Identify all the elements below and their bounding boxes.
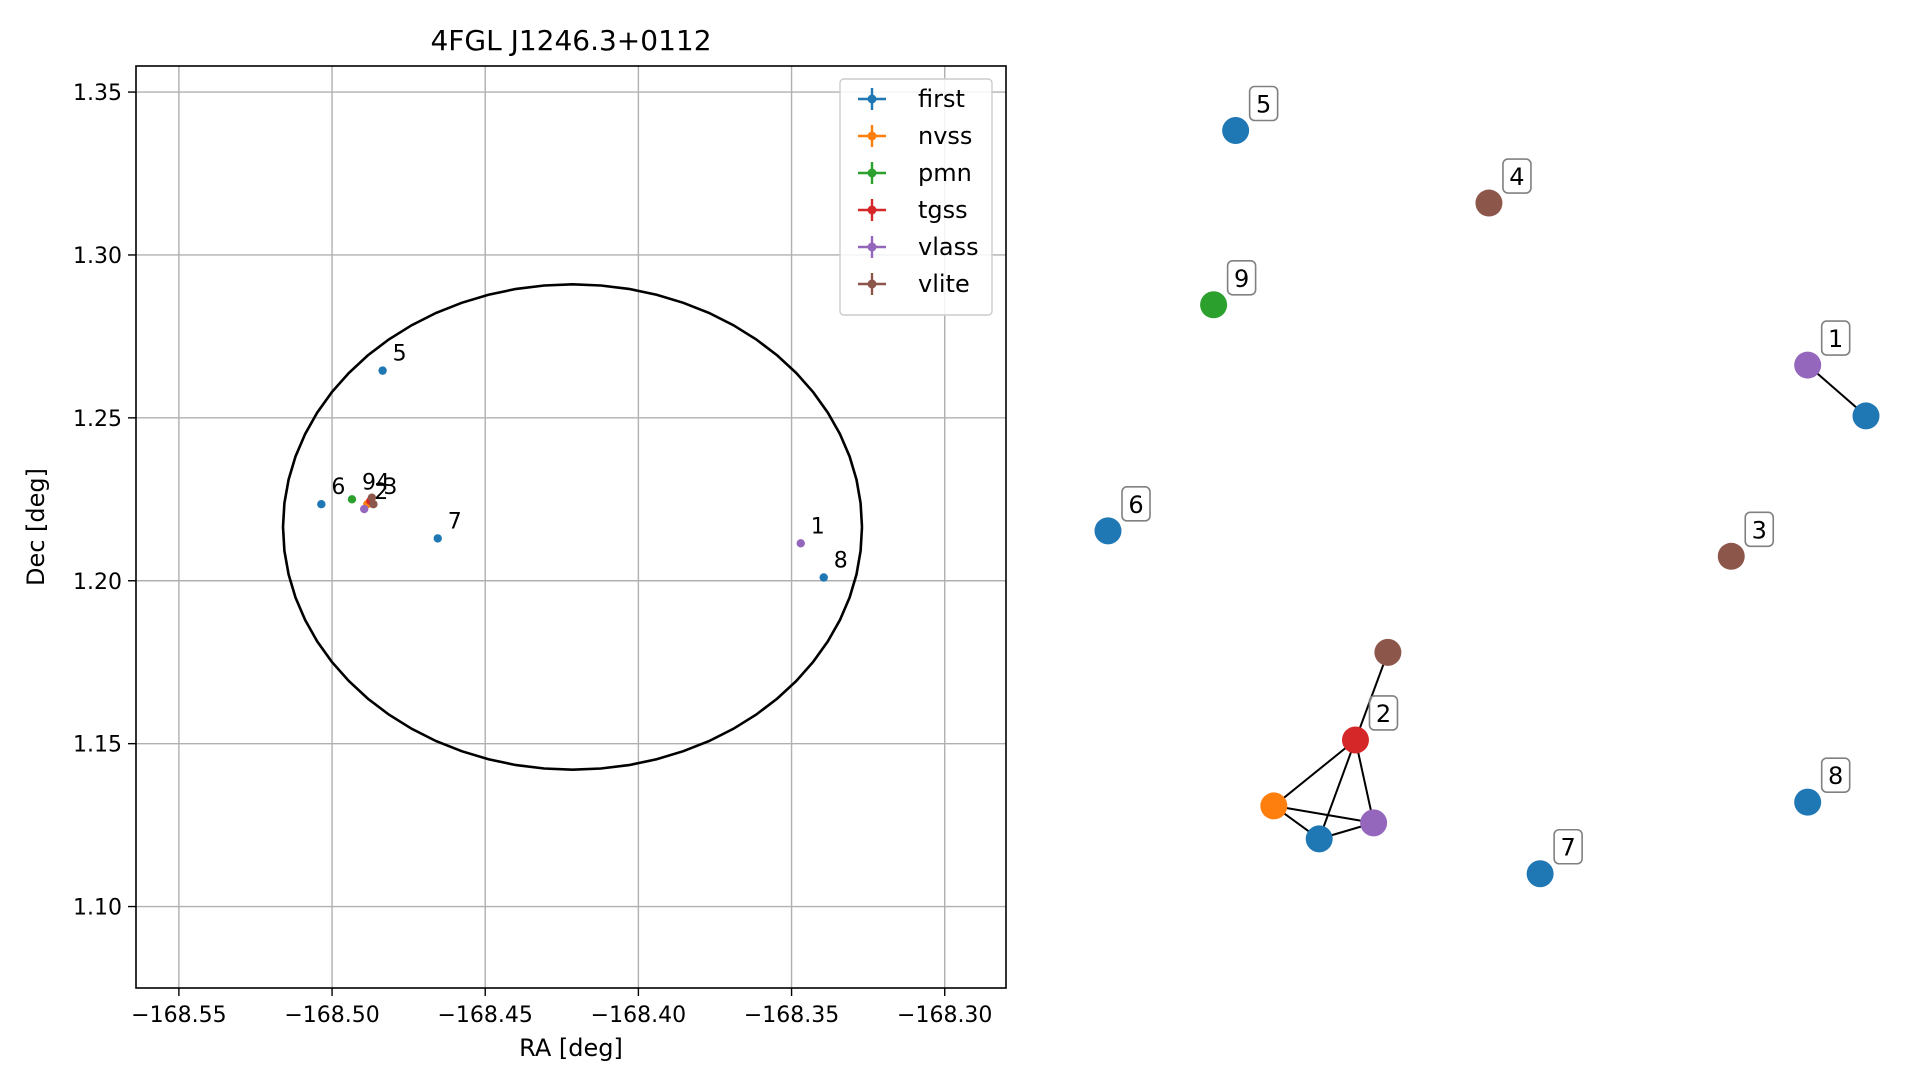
legend-label-nvss: nvss bbox=[918, 122, 972, 150]
network-node-8 bbox=[1794, 788, 1822, 816]
legend-label-tgss: tgss bbox=[918, 196, 968, 224]
network-graph: 5 4 9 1 6 3 2 8 7 bbox=[1094, 85, 1880, 888]
network-label-box-3 bbox=[1744, 511, 1775, 548]
x-tick-label-5: −168.30 bbox=[897, 1003, 992, 1028]
x-axis-ticks: −168.55 −168.50 −168.45 −168.40 −168.35 −168.… bbox=[131, 988, 992, 1028]
network-node-5 bbox=[1222, 117, 1250, 145]
y-tick-label-0: 1.10 bbox=[73, 896, 122, 921]
network-node-2l bbox=[1360, 809, 1388, 837]
point-first-1 bbox=[317, 499, 326, 509]
network-label-box-7 bbox=[1553, 828, 1583, 865]
point-vlite-0 bbox=[367, 493, 377, 502]
point-annotation-7: 1 bbox=[811, 514, 825, 539]
legend-box bbox=[839, 78, 993, 316]
legend-marker-dot-vlass bbox=[867, 242, 877, 252]
point-annotation-5: 3 bbox=[383, 475, 397, 500]
y-tick-label-1: 1.15 bbox=[73, 733, 122, 758]
network-node-2n bbox=[1260, 792, 1288, 820]
x-tick-label-3: −168.40 bbox=[591, 1003, 686, 1028]
point-vlass-1 bbox=[360, 504, 369, 514]
network-node-9 bbox=[1200, 291, 1228, 319]
point-first-3 bbox=[819, 573, 828, 582]
network-label-box-5 bbox=[1248, 85, 1279, 122]
network-node-2f bbox=[1305, 825, 1333, 853]
uncertainty-ellipse bbox=[281, 282, 864, 772]
network-label-box-1 bbox=[1820, 320, 1851, 356]
point-annotation-1: 6 bbox=[331, 475, 345, 500]
network-label-3: 3 bbox=[1752, 516, 1767, 544]
network-label-box-9 bbox=[1226, 259, 1257, 296]
network-nodes bbox=[1094, 117, 1880, 888]
legend-marker-dot-pmn bbox=[867, 168, 877, 178]
data-points bbox=[317, 366, 828, 582]
network-label-6: 6 bbox=[1128, 491, 1143, 519]
point-annotations: 5 6 9 423 7 18 bbox=[331, 342, 847, 574]
network-label-2: 2 bbox=[1376, 700, 1391, 728]
network-node-labels: 5 4 9 1 6 3 2 8 7 bbox=[1121, 85, 1851, 865]
network-edge-6 bbox=[1273, 804, 1374, 824]
network-node-7 bbox=[1526, 860, 1554, 888]
legend-label-vlass: vlass bbox=[918, 233, 979, 261]
network-node-1 bbox=[1794, 351, 1822, 379]
y-tick-label-4: 1.30 bbox=[73, 244, 122, 269]
y-axis-label: Dec [deg] bbox=[22, 468, 50, 586]
point-vlass-0 bbox=[796, 539, 805, 548]
network-label-5: 5 bbox=[1256, 91, 1271, 119]
plot-frame bbox=[135, 65, 1007, 989]
x-tick-label-0: −168.55 bbox=[131, 1003, 226, 1028]
network-node-4 bbox=[1475, 189, 1503, 217]
network-label-4: 4 bbox=[1509, 163, 1524, 191]
network-label-box-8 bbox=[1820, 757, 1851, 793]
network-edge-4 bbox=[1354, 739, 1375, 824]
y-tick-label-5: 1.35 bbox=[73, 81, 122, 106]
legend-marker-dot-vlite bbox=[867, 279, 877, 289]
network-node-2 bbox=[1341, 726, 1369, 754]
network-label-box-2 bbox=[1368, 695, 1399, 731]
network-label-1: 1 bbox=[1828, 325, 1843, 353]
x-tick-label-2: −168.45 bbox=[438, 1003, 533, 1028]
network-label-7: 7 bbox=[1560, 834, 1575, 862]
point-first-0 bbox=[378, 366, 387, 375]
network-label-8: 8 bbox=[1828, 762, 1843, 790]
point-annotation-3: 4 bbox=[376, 470, 390, 495]
legend-label-pmn: pmn bbox=[918, 159, 972, 187]
legend-label-vlite: vlite bbox=[918, 270, 970, 298]
x-tick-label-1: −168.50 bbox=[284, 1003, 379, 1028]
legend-marker-dot-tgss bbox=[867, 205, 877, 215]
network-label-box-4 bbox=[1502, 158, 1532, 194]
point-pmn-0 bbox=[347, 495, 357, 504]
chart-title: 4FGL J1246.3+0112 bbox=[430, 24, 711, 57]
point-annotation-0: 5 bbox=[393, 342, 407, 367]
x-axis-label: RA [deg] bbox=[519, 1034, 623, 1062]
network-edge-2 bbox=[1273, 739, 1357, 807]
network-node-1b bbox=[1852, 402, 1880, 430]
point-first-2 bbox=[433, 534, 442, 543]
point-annotation-4: 2 bbox=[374, 480, 388, 505]
network-node-6 bbox=[1094, 517, 1122, 545]
y-tick-label-3: 1.25 bbox=[73, 407, 122, 432]
point-annotation-2: 9 bbox=[362, 470, 376, 495]
network-label-box-6 bbox=[1121, 486, 1151, 522]
network-label-9: 9 bbox=[1234, 265, 1249, 293]
legend-marker-dot-nvss bbox=[867, 131, 877, 141]
network-edge-3 bbox=[1318, 739, 1357, 840]
legend: first nvss pmn tgss vlass vlite bbox=[839, 78, 993, 316]
point-annotation-6: 7 bbox=[448, 509, 462, 534]
ellipse-outline bbox=[281, 282, 864, 772]
legend-marker-dot-first bbox=[867, 94, 877, 104]
point-vlite-1 bbox=[369, 499, 378, 509]
point-annotation-8: 8 bbox=[834, 548, 848, 573]
network-node-3 bbox=[1717, 542, 1745, 570]
network-node-2v bbox=[1374, 638, 1402, 666]
y-axis-ticks: 1.10 1.15 1.20 1.25 1.30 1.35 bbox=[73, 81, 136, 921]
legend-label-first: first bbox=[918, 85, 965, 113]
y-tick-label-2: 1.20 bbox=[73, 570, 122, 595]
x-tick-label-4: −168.35 bbox=[744, 1003, 839, 1028]
